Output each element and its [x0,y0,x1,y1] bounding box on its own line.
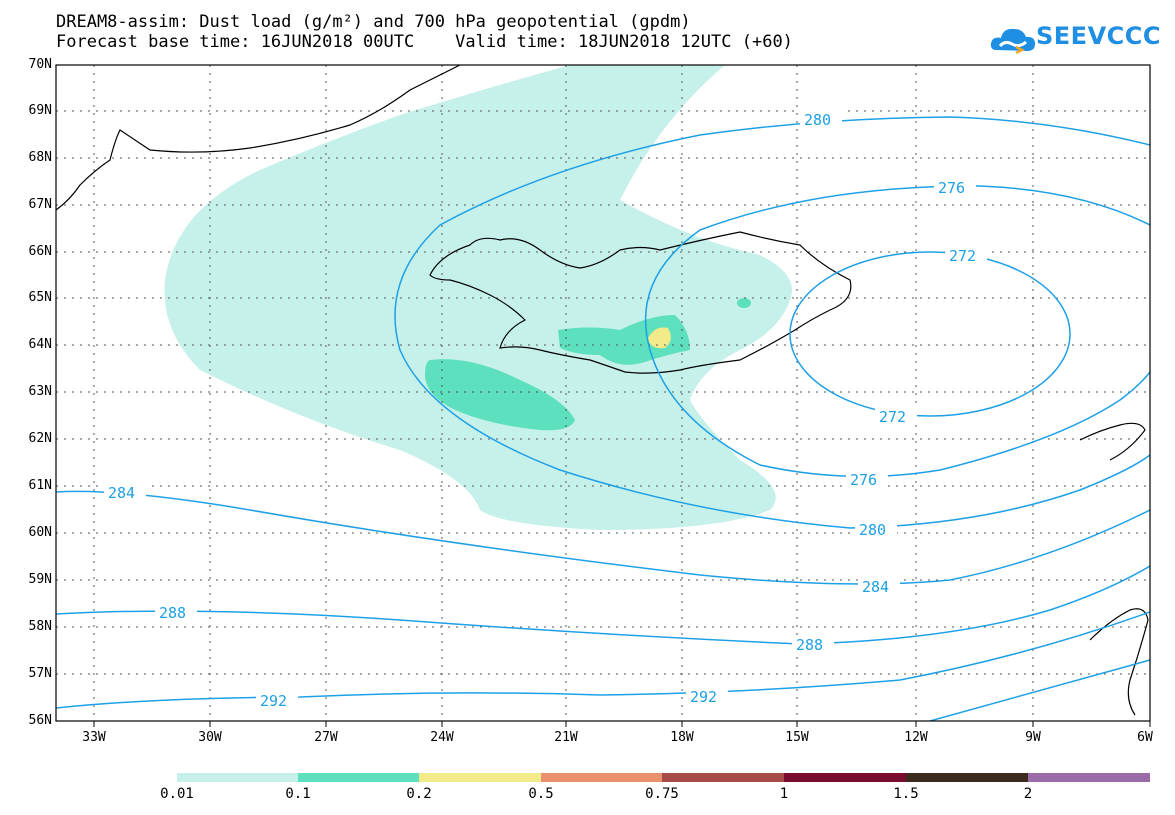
seevccc-logo [990,28,1035,55]
colorbar-bin [419,773,541,782]
lon-label: 30W [198,730,222,745]
lat-label: 66N [28,244,52,259]
lat-label: 64N [28,337,52,352]
colorbar-bin [541,773,662,782]
lat-label: 65N [28,290,52,305]
cloud-icon [990,28,1035,55]
lat-label: 58N [28,619,52,634]
geopotential-contours [56,116,1150,721]
colorbar-label: 1.5 [893,786,919,802]
lat-label: 57N [28,666,52,681]
lat-label: 63N [28,384,52,399]
norway-coast [1089,608,1149,716]
axis-ticks [93,721,1151,727]
dust-shade-0.1-island [558,315,690,365]
contour-label-284: 284 [862,578,889,596]
contour-label-276: 276 [938,179,965,197]
lon-label: 24W [430,730,454,745]
lat-label: 67N [28,197,52,212]
contour-label-280: 280 [804,111,831,129]
logo-text: SEEVCCC [1036,22,1161,50]
colorbar-label: 0.5 [528,786,554,802]
lon-label: 6W [1137,730,1153,745]
colorbar-bin [662,773,784,782]
contour-label-292: 292 [690,688,717,706]
colorbar-label: 1 [779,786,789,802]
lat-label: 62N [28,431,52,446]
lon-label: 21W [554,730,578,745]
lat-label: 70N [28,57,52,72]
contour-272 [789,251,1071,417]
colorbar-label: 0.1 [285,786,311,802]
lat-label: 68N [28,150,52,165]
colorbar-label: 0.01 [160,786,194,802]
contour-292 [56,611,1150,709]
contour-label-288: 288 [796,636,823,654]
lat-label: 59N [28,572,52,587]
colorbar-label: 0.75 [645,786,679,802]
contour-label-group: 280 276 272 272 276 280 284 284 288 288 … [104,110,987,710]
colorbar-bin [784,773,906,782]
contour-292-b [929,659,1150,721]
lon-label: 12W [904,730,928,745]
contour-label-284: 284 [108,484,135,502]
contour-label-288: 288 [159,604,186,622]
lon-label: 27W [314,730,338,745]
dust-shade-0.1-east [737,298,751,308]
colorbar-label: 2 [1023,786,1033,802]
contour-284 [56,490,1150,585]
contour-label-276: 276 [850,471,877,489]
lat-label: 56N [28,713,52,728]
colorbar-bin [906,773,1028,782]
colorbar-bin [177,773,298,782]
greenland-coast [56,65,461,211]
lat-label: 60N [28,525,52,540]
contour-label-272: 272 [949,247,976,265]
contour-label-292: 292 [260,692,287,710]
coastlines [56,65,1149,716]
contour-label-272: 272 [879,408,906,426]
map-title-line-1: DREAM8-assim: Dust load (g/m²) and 700 h… [56,12,691,32]
map-grid [56,65,1150,721]
contour-288 [56,565,1150,645]
dust-shade-0.01 [164,65,792,530]
contour-label-280: 280 [859,521,886,539]
lat-label: 61N [28,478,52,493]
colorbar-label: 0.2 [406,786,432,802]
dust-shade-0.2 [648,327,671,349]
lon-label: 15W [785,730,809,745]
scotland-coast [1079,422,1146,461]
map-frame [55,64,1151,722]
colorbar-bin [298,773,419,782]
map-plot-area [56,65,1150,721]
dust-shade-0.1-south [425,359,575,431]
colorbar [177,773,1150,782]
lon-label: 18W [670,730,694,745]
map-title-line-2: Forecast base time: 16JUN2018 00UTC Vali… [56,32,793,52]
colorbar-bin [1028,773,1150,782]
lat-label: 69N [28,103,52,118]
lon-label: 9W [1025,730,1041,745]
iceland-coast [429,231,852,374]
lon-label: 33W [82,730,106,745]
contour-280 [394,116,1150,529]
